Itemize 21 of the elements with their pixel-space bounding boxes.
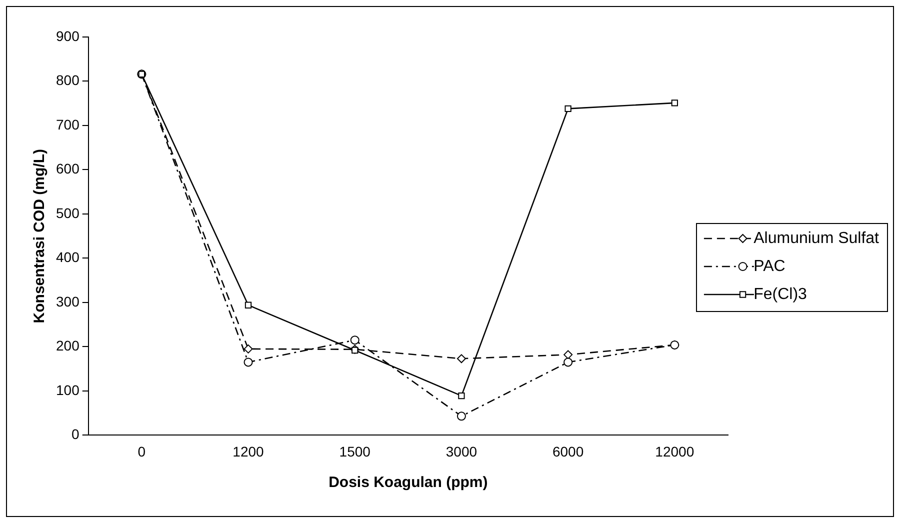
x-tick-label: 3000 [446, 443, 478, 460]
legend-label: Fe(Cl)3 [754, 286, 808, 303]
x-tick-label: 6000 [552, 443, 584, 460]
x-tick-label: 1500 [339, 443, 371, 460]
x-tick-label: 1200 [232, 443, 264, 460]
x-axis-title: Dosis Koagulan (ppm) [328, 474, 488, 492]
x-tick-label: 0 [138, 443, 146, 460]
legend-label: PAC [754, 258, 786, 275]
y-tick-label: 400 [56, 249, 80, 266]
y-tick-label: 800 [56, 72, 80, 88]
y-tick-label: 100 [56, 382, 80, 398]
y-tick-label: 500 [56, 204, 80, 221]
legend-label: Alumunium Sulfat [754, 230, 880, 247]
y-tick-label: 600 [56, 160, 80, 177]
y-axis-title: Konsentrasi COD (mg/L) [31, 149, 48, 324]
y-tick-label: 0 [72, 426, 80, 442]
y-tick-label: 200 [56, 338, 80, 354]
y-tick-label: 900 [56, 28, 80, 44]
y-tick-label: 300 [56, 293, 80, 310]
x-tick-label: 12000 [655, 443, 694, 460]
y-tick-label: 700 [56, 116, 80, 132]
